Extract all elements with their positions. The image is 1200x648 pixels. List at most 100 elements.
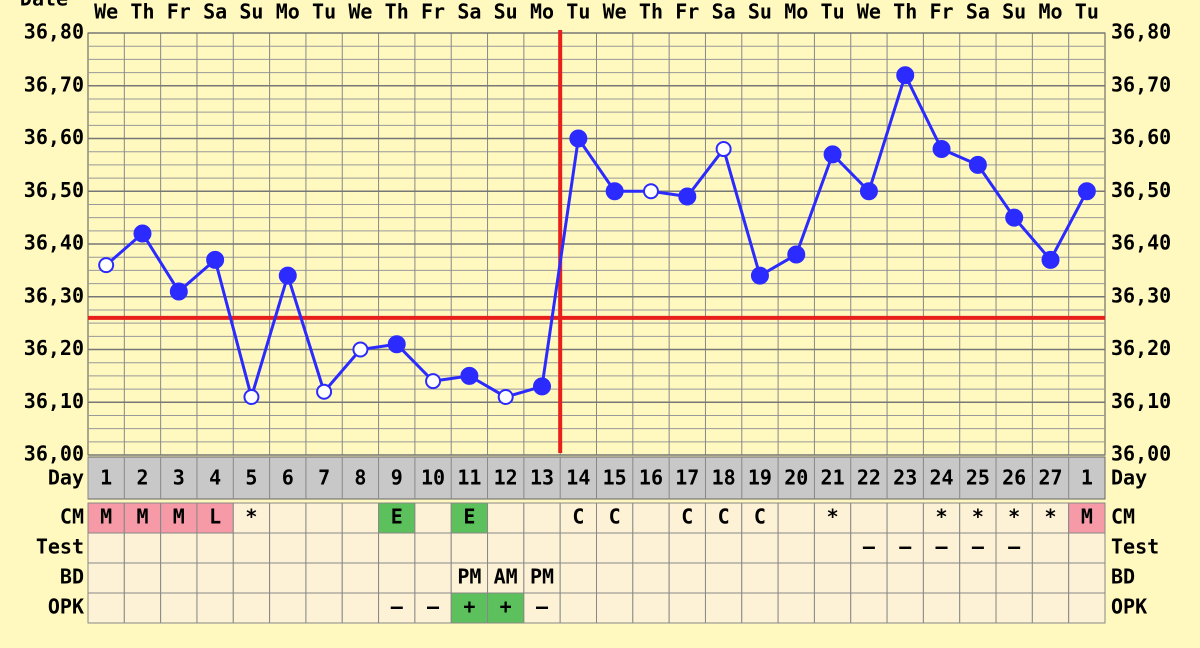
x-tick-label: 15 — [603, 466, 627, 490]
row-cell — [341, 502, 380, 534]
temperature-point — [678, 187, 697, 206]
weekday-label: Fr — [930, 0, 954, 24]
cell-text: * — [972, 505, 984, 529]
row-cell — [777, 532, 815, 564]
row-cell — [341, 562, 380, 594]
weekday-label: Th — [893, 0, 917, 24]
temperature-point — [1041, 250, 1060, 269]
weekday-label: Mo — [276, 0, 300, 24]
cell-text: M — [136, 505, 148, 529]
x-axis-label: Date — [20, 0, 68, 11]
temperature-point — [750, 266, 769, 285]
row-cell — [523, 502, 561, 534]
weekday-label: Fr — [675, 0, 699, 24]
row-cell — [232, 502, 271, 534]
row-cell — [232, 592, 271, 624]
temperature-point — [715, 141, 732, 158]
temperature-point — [460, 366, 479, 385]
row-cell — [1068, 532, 1106, 564]
x-tick-label: 24 — [930, 466, 954, 490]
weekday-label: Mo — [530, 0, 554, 24]
cell-text: + — [500, 595, 512, 619]
temperature-point — [787, 245, 806, 264]
y-tick-label: 36,70 — [24, 72, 84, 96]
row-cell — [305, 532, 343, 564]
row-cell — [1031, 562, 1070, 594]
cell-text: M — [100, 505, 112, 529]
weekday-label: We — [348, 0, 372, 24]
row-cell — [378, 592, 416, 624]
weekday-label: Sa — [712, 0, 736, 24]
weekday-label: Tu — [566, 0, 590, 24]
cell-text: C — [681, 505, 693, 529]
cell-text: PM — [457, 565, 481, 589]
y2-tick-label: 36,60 — [1111, 125, 1171, 149]
row-cell — [196, 532, 234, 564]
row-cell — [450, 592, 489, 624]
temperature-point — [278, 266, 297, 285]
y2-tick-label: 36,80 — [1111, 20, 1171, 44]
row-cell — [196, 592, 234, 624]
row-cell — [1068, 562, 1106, 594]
x-tick-label: 5 — [245, 466, 257, 490]
x-tick-label: 6 — [282, 466, 294, 490]
row-cell — [269, 562, 307, 594]
cell-text: C — [572, 505, 584, 529]
cell-text: M — [173, 505, 185, 529]
temperature-point — [243, 388, 260, 405]
y2-tick-label: 36,00 — [1111, 442, 1171, 466]
x-tick-label: 12 — [494, 466, 518, 490]
row-cell — [1031, 592, 1070, 624]
row-cell — [559, 532, 598, 564]
row-cell — [87, 562, 125, 594]
row-cell — [523, 532, 561, 564]
row-cell — [450, 562, 489, 594]
cell-text: E — [463, 505, 475, 529]
x-tick-label: 13 — [530, 466, 554, 490]
row-label-right: OPK — [1111, 595, 1147, 619]
weekday-label: Sa — [203, 0, 227, 24]
row-cell — [523, 562, 561, 594]
row-cell — [632, 592, 670, 624]
temperature-point — [206, 250, 225, 269]
row-cell — [850, 532, 888, 564]
temperature-point — [169, 282, 188, 301]
x-tick-label: 2 — [136, 466, 148, 490]
y-tick-label: 36,30 — [24, 283, 84, 307]
weekday-label: Su — [239, 0, 263, 24]
row-cell — [196, 502, 234, 534]
y-tick-label: 36,20 — [24, 336, 84, 360]
temperature-point — [387, 335, 406, 354]
temperature-point — [1005, 208, 1024, 227]
x-tick-label: 1 — [1081, 466, 1093, 490]
x-tick-label: 11 — [457, 466, 481, 490]
weekday-label: Fr — [421, 0, 445, 24]
weekday-label: Th — [385, 0, 409, 24]
temperature-point — [425, 373, 442, 390]
row-cell — [523, 592, 561, 624]
row-cell — [305, 502, 343, 534]
day-label: Day — [48, 466, 84, 490]
cell-text: – — [863, 535, 876, 559]
temperature-point — [133, 224, 152, 243]
temperature-point — [316, 383, 333, 400]
row-label: CM — [60, 505, 84, 529]
weekday-label: We — [94, 0, 118, 24]
y2-tick-label: 36,10 — [1111, 389, 1171, 413]
row-cell — [668, 562, 706, 594]
cell-text: – — [936, 535, 949, 559]
row-cell — [160, 532, 198, 564]
row-label-right: CM — [1111, 505, 1135, 529]
x-tick-label: 16 — [639, 466, 663, 490]
row-cell — [414, 502, 452, 534]
x-tick-label: 25 — [966, 466, 990, 490]
row-cell — [414, 592, 452, 624]
row-cell — [668, 592, 706, 624]
cell-text: – — [536, 595, 549, 619]
row-cell — [813, 562, 852, 594]
row-cell — [596, 502, 634, 534]
cell-text: * — [1044, 505, 1056, 529]
row-cell — [922, 562, 961, 594]
row-cell — [886, 592, 924, 624]
